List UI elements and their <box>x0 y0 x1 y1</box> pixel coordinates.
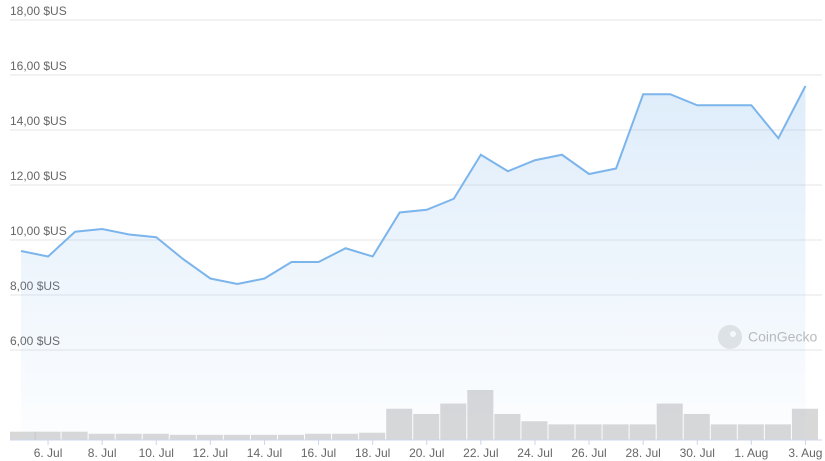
x-tick-label: 10. Jul <box>139 446 174 460</box>
x-tick-label: 18. Jul <box>355 446 390 460</box>
x-tick-label: 26. Jul <box>571 446 606 460</box>
area-fill <box>21 86 806 440</box>
y-tick-label: 18,00 $US <box>10 4 67 18</box>
x-tick-label: 28. Jul <box>625 446 660 460</box>
x-tick-label: 24. Jul <box>517 446 552 460</box>
x-tick-label: 16. Jul <box>301 446 336 460</box>
x-tick-label: 14. Jul <box>247 446 282 460</box>
x-tick-label: 22. Jul <box>463 446 498 460</box>
price-line <box>20 85 807 286</box>
y-tick-label: 16,00 $US <box>10 59 67 73</box>
x-tick-label: 30. Jul <box>680 446 715 460</box>
x-tick-label: 8. Jul <box>88 446 117 460</box>
x-tick-label: 3. Aug <box>788 446 822 460</box>
x-tick-label: 6. Jul <box>34 446 63 460</box>
x-tick-label: 12. Jul <box>193 446 228 460</box>
x-tick-label: 1. Aug <box>734 446 768 460</box>
x-tick-label: 20. Jul <box>409 446 444 460</box>
y-tick-label: 10,00 $US <box>10 224 67 238</box>
y-tick-label: 12,00 $US <box>10 169 67 183</box>
y-tick-label: 14,00 $US <box>10 114 67 128</box>
